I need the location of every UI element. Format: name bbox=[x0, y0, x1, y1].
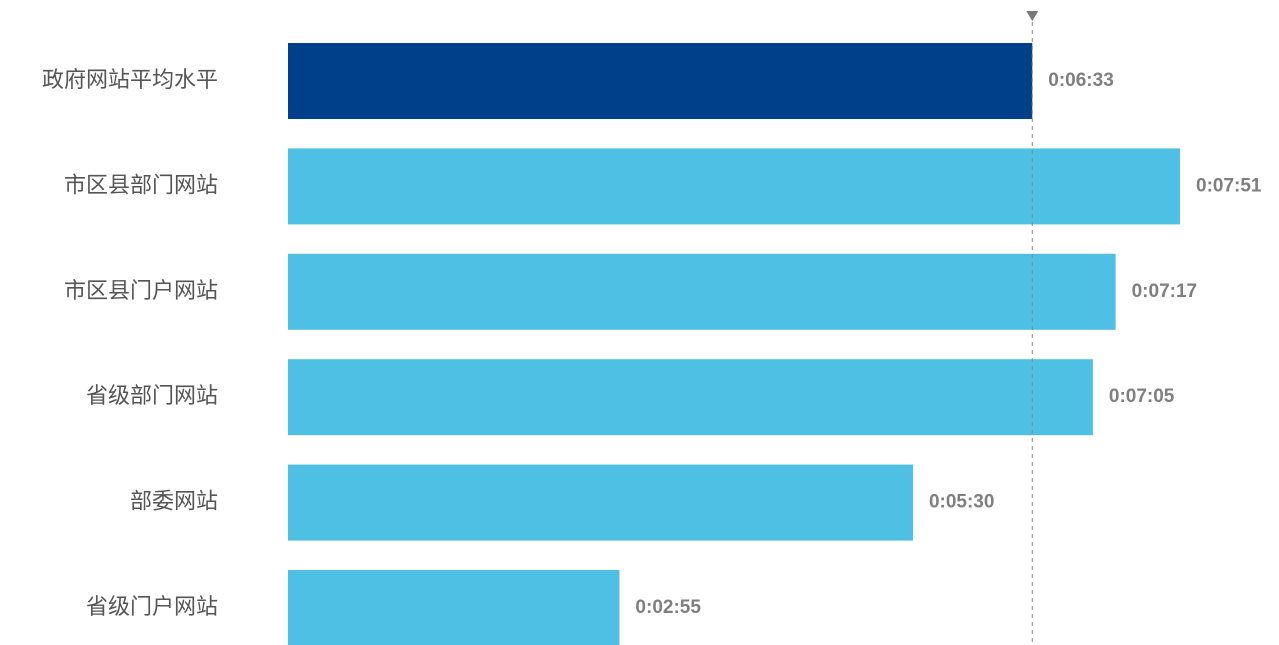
reference-marker bbox=[1026, 11, 1039, 21]
bar bbox=[288, 253, 1116, 330]
category-label: 市区县部门网站 bbox=[64, 173, 218, 198]
value-label: 0:05:30 bbox=[929, 492, 995, 513]
bar bbox=[288, 570, 620, 645]
value-label: 0:07:05 bbox=[1109, 386, 1175, 407]
category-label: 部委网站 bbox=[130, 490, 218, 515]
category-label: 省级部门网站 bbox=[86, 384, 218, 409]
value-label: 0:06:33 bbox=[1048, 70, 1114, 91]
category-label: 政府网站平均水平 bbox=[42, 68, 218, 93]
category-label: 省级门户网站 bbox=[86, 595, 218, 620]
bar bbox=[288, 464, 913, 541]
value-label: 0:07:17 bbox=[1132, 281, 1198, 302]
value-label: 0:07:51 bbox=[1196, 175, 1262, 196]
value-label: 0:02:55 bbox=[635, 597, 701, 618]
bar bbox=[288, 359, 1093, 436]
bar bbox=[288, 43, 1033, 119]
bar bbox=[288, 148, 1180, 225]
category-label: 市区县门户网站 bbox=[64, 279, 218, 304]
